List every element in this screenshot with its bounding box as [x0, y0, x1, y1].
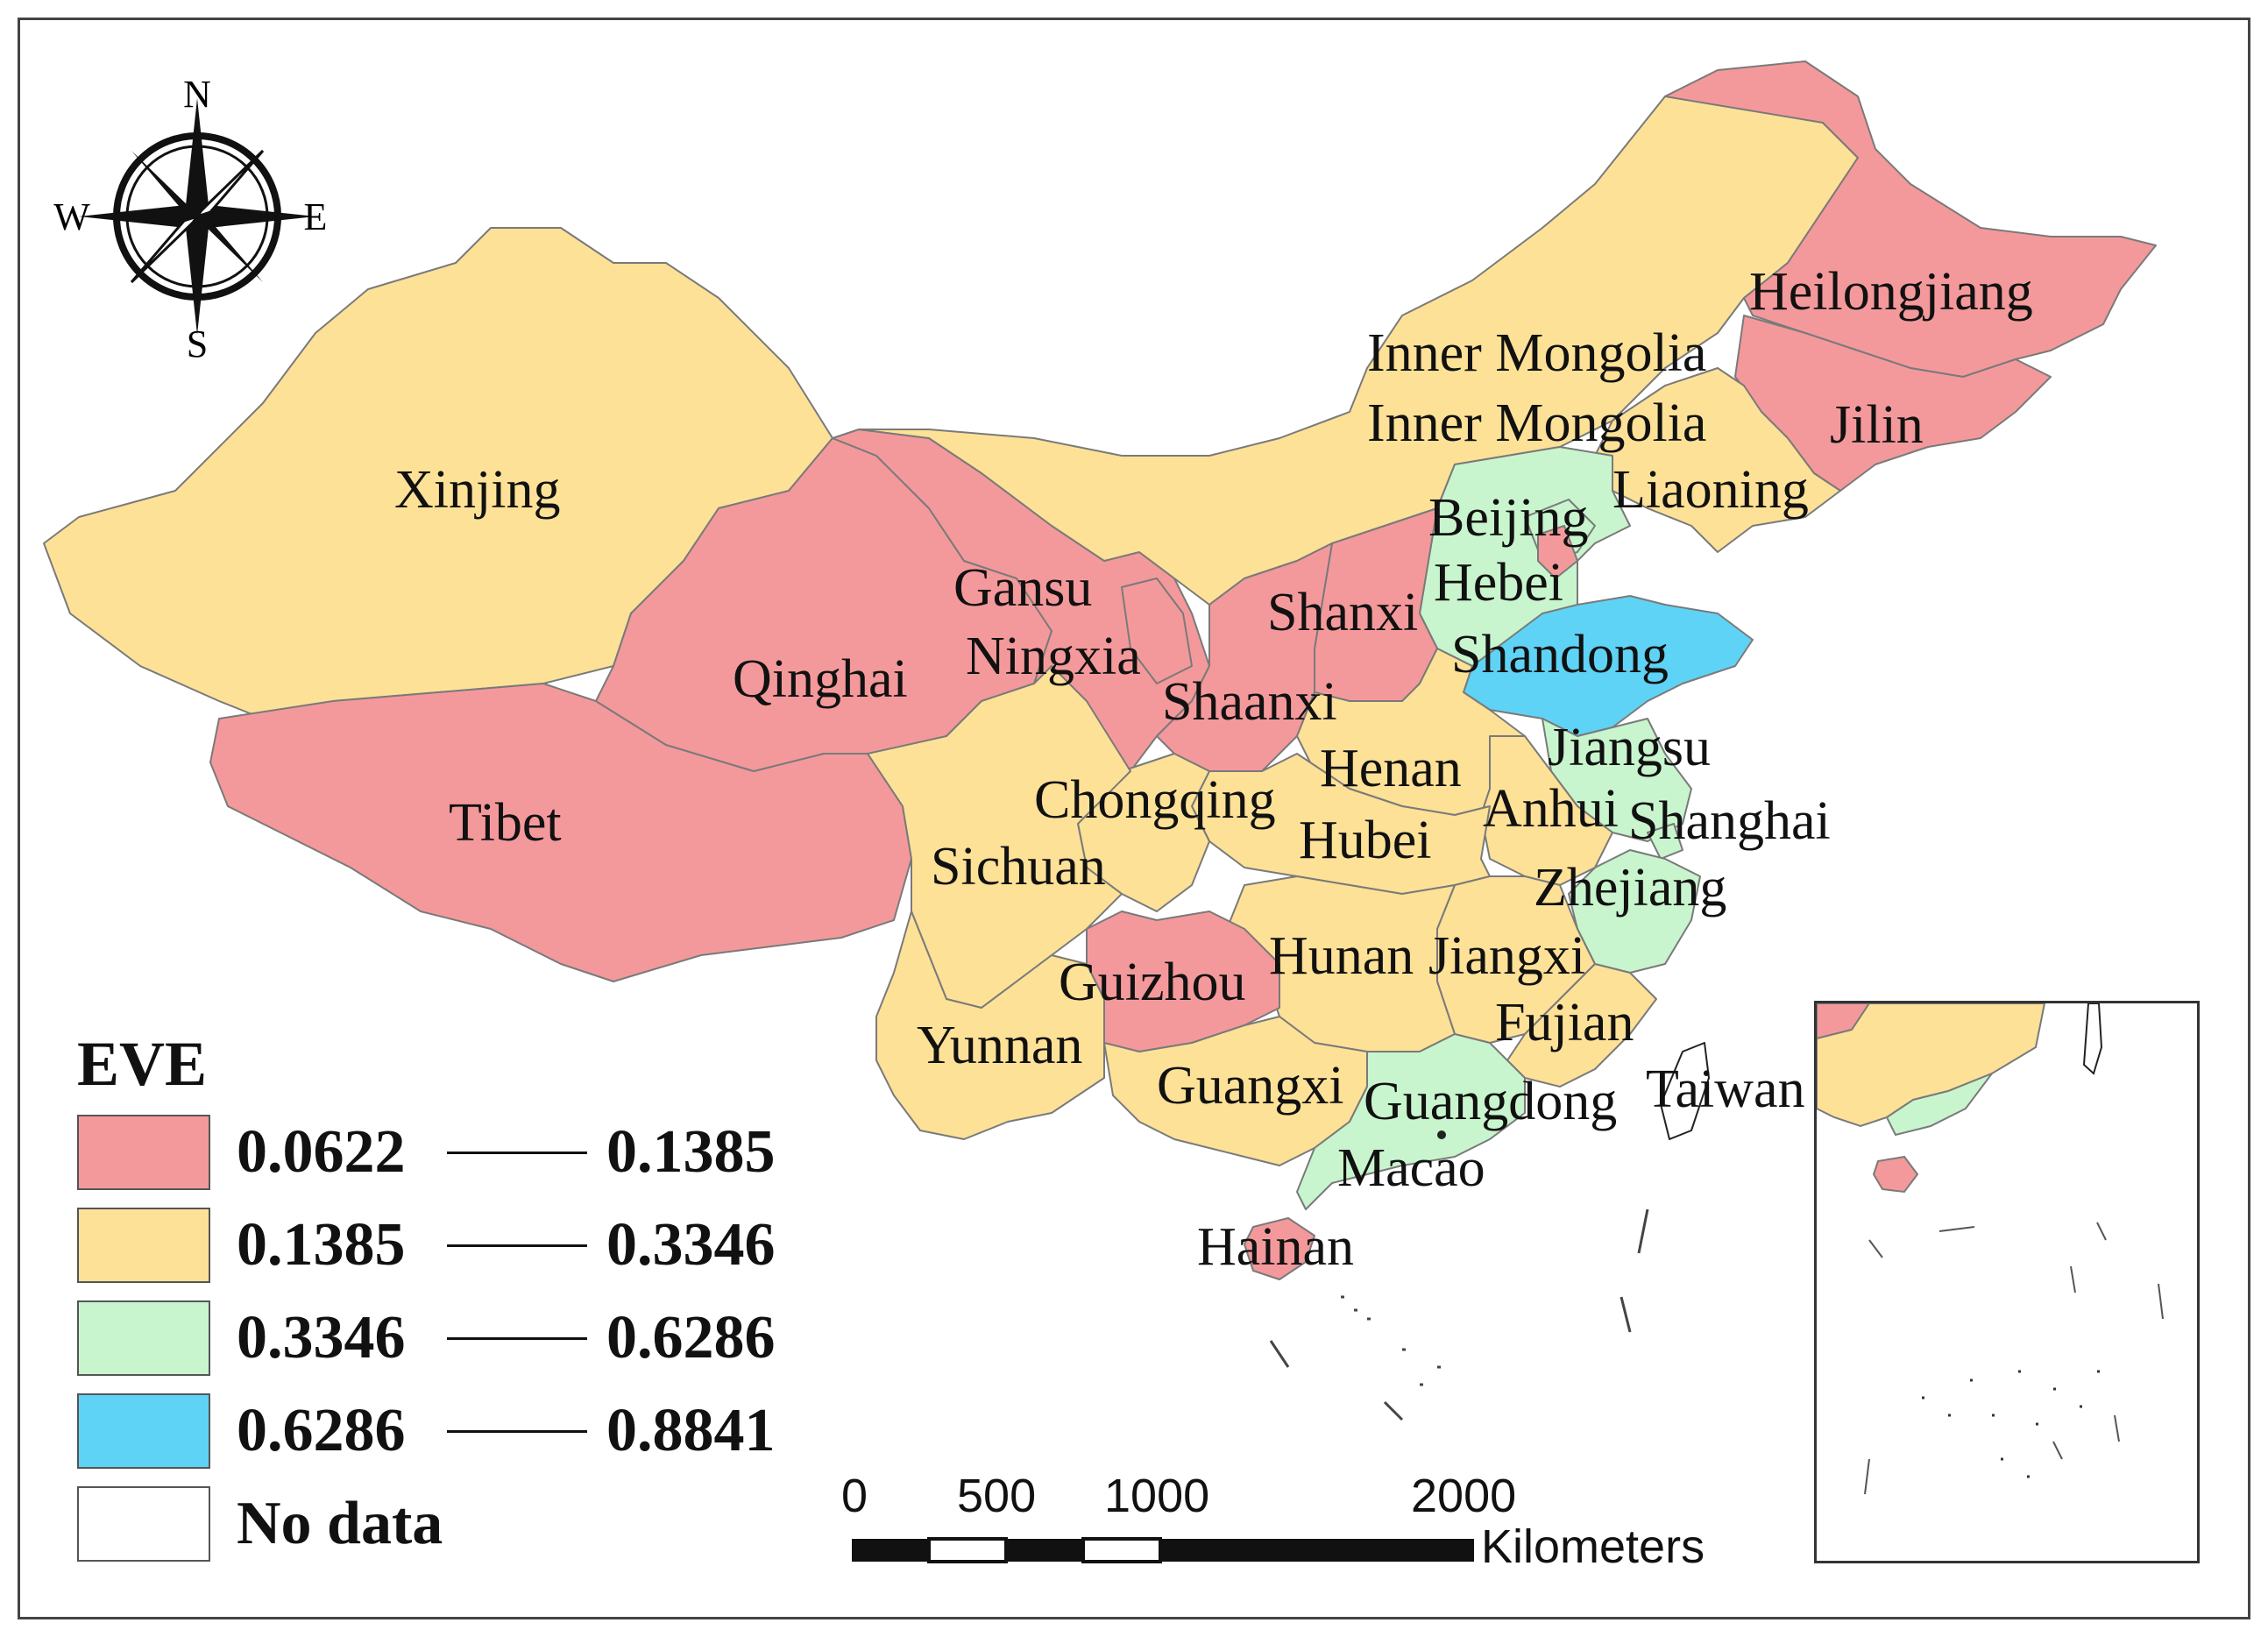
legend-dash [447, 1336, 587, 1340]
label-heilongjiang: Heilongjiang [1749, 262, 2033, 322]
legend-swatch-nodata [77, 1486, 210, 1562]
legend-dash [447, 1429, 587, 1433]
label-anhui: Anhui [1483, 779, 1619, 839]
label-hunan: Hunan [1269, 926, 1414, 986]
label-fujian: Fujian [1495, 993, 1634, 1052]
label-shanxi: Shanxi [1267, 583, 1419, 642]
scale-tick-2000: 2000 [1411, 1470, 1517, 1522]
label-henan: Henan [1320, 739, 1462, 798]
legend-row: 0.1385 0.3346 [77, 1208, 776, 1283]
legend-row: 0.6286 0.8841 [77, 1393, 776, 1469]
province-guangdong[interactable] [1296, 1033, 1526, 1210]
label-qinghai: Qinghai [733, 649, 908, 709]
label-ningxia: Ningxia [966, 627, 1141, 686]
legend-from: 0.0622 [237, 1118, 406, 1186]
legend-nodata-label: No data [237, 1490, 443, 1557]
scale-unit: Kilometers [1481, 1520, 1705, 1573]
legend-row: 0.3346 0.6286 [77, 1300, 776, 1376]
label-chongqing: Chongqing [1034, 770, 1276, 830]
legend-swatch [77, 1300, 210, 1376]
compass-w: W [53, 195, 90, 238]
macao-dot [1437, 1130, 1446, 1139]
label-yunnan: Yunnan [917, 1016, 1083, 1075]
inset-map [1817, 1003, 2164, 1495]
legend-swatch [77, 1208, 210, 1283]
legend-from: 0.3346 [237, 1304, 406, 1371]
label-jiangsu: Jiangsu [1548, 718, 1711, 777]
legend-swatch [77, 1115, 210, 1190]
sea-boundary-dashes [1269, 1208, 1649, 1421]
province-zhejiang[interactable] [1568, 849, 1701, 974]
label-inner-mongolia-1: Inner Mongolia [1367, 323, 1707, 383]
legend-dash [447, 1151, 587, 1154]
scale-tick-500: 500 [957, 1470, 1037, 1522]
label-jilin: Jilin [1830, 395, 1924, 455]
province-shandong[interactable] [1463, 595, 1754, 737]
scale-bar-graphic [852, 1537, 1474, 1563]
province-shanghai[interactable] [1647, 823, 1683, 860]
label-xinjiang: Xinjing [394, 460, 561, 520]
label-inner-mongolia-2: Inner Mongolia [1367, 393, 1707, 453]
legend-swatch [77, 1393, 210, 1469]
compass-rose-icon: N S W E [53, 73, 328, 361]
legend-to: 0.3346 [606, 1211, 776, 1279]
province-tianjin[interactable] [1537, 525, 1578, 579]
label-shaanxi: Shaanxi [1162, 672, 1337, 732]
compass-e: E [304, 195, 328, 238]
label-liaoning: Liaoning [1612, 460, 1809, 520]
south-china-sea-inset [1814, 1001, 2200, 1563]
legend-dash [447, 1244, 587, 1247]
province-liaoning[interactable] [1594, 367, 1841, 553]
legend-to: 0.6286 [606, 1304, 776, 1371]
label-sichuan: Sichuan [931, 837, 1106, 896]
label-shandong: Shandong [1451, 625, 1669, 684]
legend-to: 0.1385 [606, 1118, 776, 1186]
label-gansu: Gansu [953, 558, 1093, 618]
province-taiwan[interactable] [1660, 1042, 1710, 1140]
legend-row-nodata: No data [77, 1486, 776, 1562]
label-hainan: Hainan [1197, 1217, 1355, 1277]
compass-n: N [183, 73, 211, 116]
label-jiangxi: Jiangxi [1428, 926, 1586, 986]
compass-s: S [187, 322, 208, 361]
province-tibet[interactable] [209, 683, 912, 982]
label-guangxi: Guangxi [1157, 1056, 1344, 1116]
label-tibet: Tibet [449, 793, 562, 853]
scale-tick-0: 0 [841, 1470, 868, 1522]
label-zhejiang: Zhejiang [1534, 858, 1727, 918]
scale-bar: 0 500 1000 2000 Kilometers [841, 1472, 1753, 1577]
legend-to: 0.8841 [606, 1397, 776, 1464]
legend-row: 0.0622 0.1385 [77, 1115, 776, 1190]
legend-from: 0.6286 [237, 1397, 406, 1464]
label-shanghai: Shanghai [1628, 791, 1831, 851]
label-hebei: Hebei [1434, 553, 1564, 613]
map-frame [18, 18, 2250, 1619]
province-ningxia[interactable] [1121, 578, 1193, 684]
label-beijing: Beijing [1428, 488, 1589, 548]
label-guangdong: Guangdong [1364, 1072, 1618, 1131]
province-hainan[interactable] [1244, 1217, 1315, 1280]
label-macao: Macao [1337, 1138, 1485, 1198]
province-heilongjiang[interactable] [1664, 60, 2157, 378]
legend-from: 0.1385 [237, 1211, 406, 1279]
scale-tick-1000: 1000 [1104, 1470, 1210, 1522]
label-guizhou: Guizhou [1059, 953, 1246, 1012]
label-hubei: Hubei [1299, 811, 1432, 870]
sea-islands [1341, 1295, 1441, 1386]
province-yunnan[interactable] [875, 911, 1105, 1140]
legend: EVE 0.0622 0.1385 0.1385 0.3346 0.3346 0… [77, 1032, 776, 1579]
label-taiwan: Taiwan [1646, 1059, 1805, 1119]
legend-title: EVE [77, 1029, 208, 1099]
